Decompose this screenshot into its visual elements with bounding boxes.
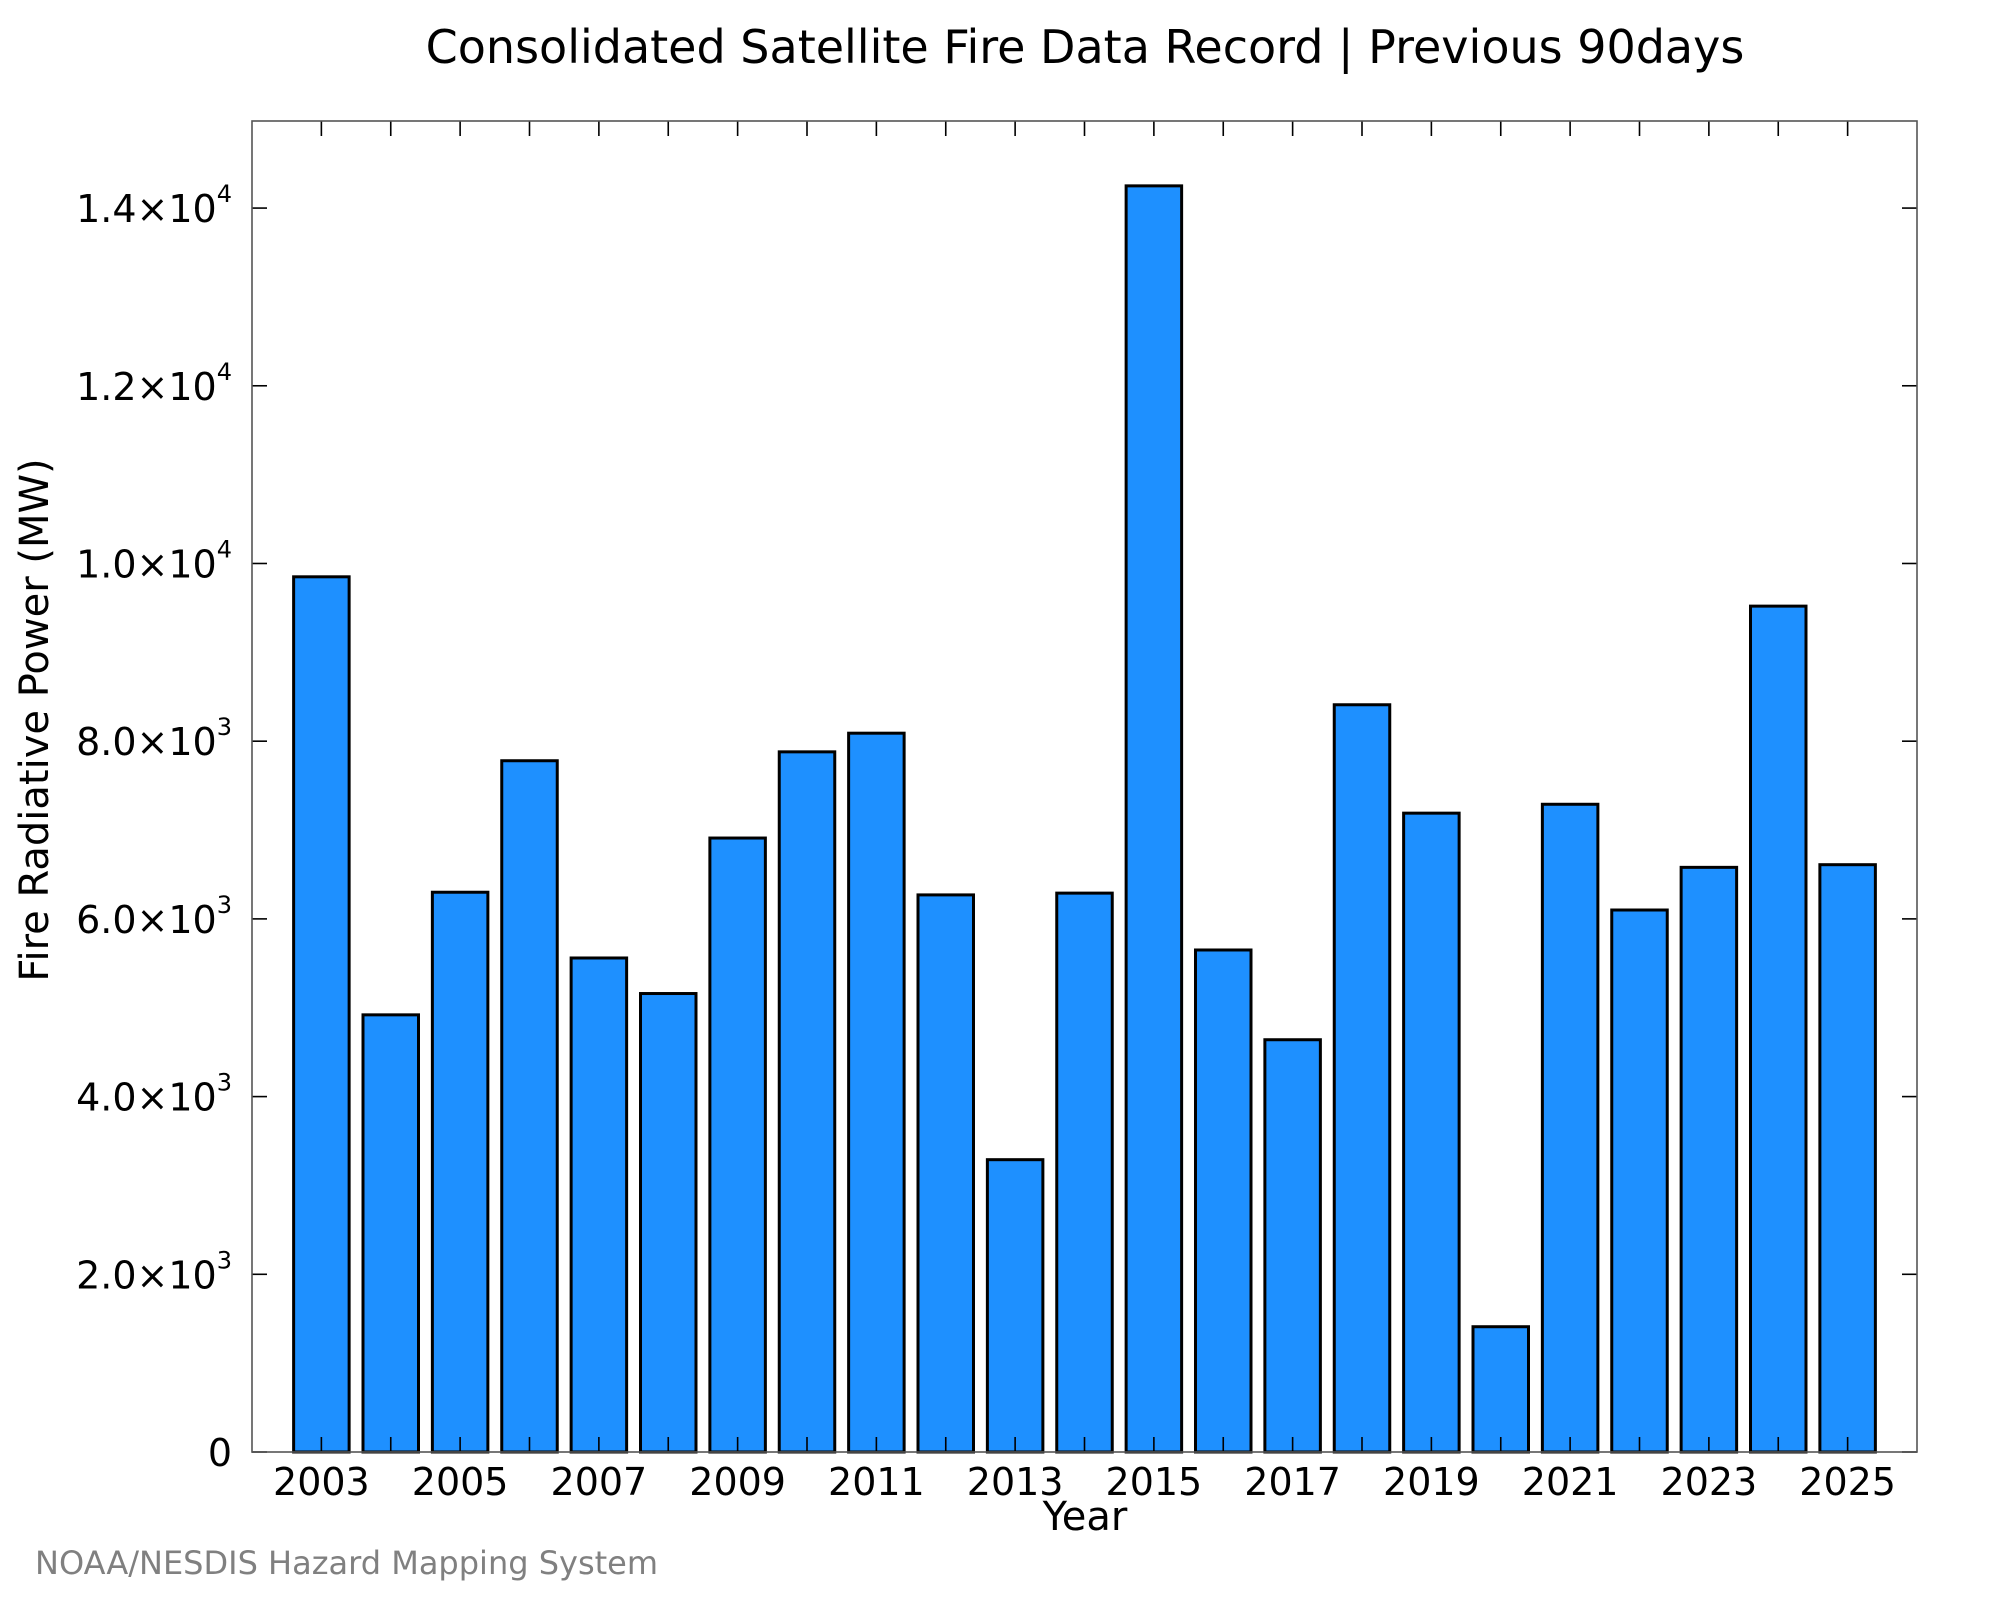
x-tick-label-2021: 2021 xyxy=(1522,1460,1619,1504)
credit-text: NOAA/NESDIS Hazard Mapping System xyxy=(35,1544,658,1582)
x-tick-labels: 2003 2005 2007 2009 2011 2013 2015 2017 2019 2021… xyxy=(273,1460,1896,1504)
y-tick-label: 4.0×103 xyxy=(76,1069,232,1120)
bar-2024 xyxy=(1749,604,1808,1454)
bar-2020 xyxy=(1471,1325,1530,1454)
bar-2014 xyxy=(1055,891,1114,1454)
bar-2010 xyxy=(777,750,837,1454)
x-tick-label-2009: 2009 xyxy=(689,1460,786,1504)
x-tick-label-2019: 2019 xyxy=(1383,1460,1480,1504)
plot-frame xyxy=(251,120,1918,1453)
x-tick-label-2017: 2017 xyxy=(1244,1460,1341,1504)
y-tick-label: 1.4×104 xyxy=(76,180,232,231)
bar-2021 xyxy=(1540,802,1600,1454)
bar-2023 xyxy=(1679,865,1739,1454)
chart-title: Consolidated Satellite Fire Data Record … xyxy=(426,20,1745,75)
bar-2019 xyxy=(1402,811,1461,1454)
bar-2013 xyxy=(985,1158,1045,1454)
y-tick-label: 1.0×104 xyxy=(76,535,232,586)
bar-2004 xyxy=(361,1013,420,1454)
x-tick-label-2025: 2025 xyxy=(1799,1460,1896,1504)
y-tick-label: 2.0×103 xyxy=(76,1246,232,1297)
y-tick-labels: 0 2.0×103 4.0×103 6.0×103 8.0×103 1.0×104 1.2×… xyxy=(76,180,232,1475)
bar-2017 xyxy=(1263,1038,1322,1454)
bar-2008 xyxy=(639,992,698,1454)
x-tick-label-2007: 2007 xyxy=(551,1460,648,1504)
x-tick-label-2003: 2003 xyxy=(273,1460,370,1504)
bar-2025 xyxy=(1818,863,1877,1454)
y-tick-label: 1.2×104 xyxy=(76,358,232,409)
bar-2015 xyxy=(1124,184,1184,1454)
x-tick-label-2005: 2005 xyxy=(412,1460,509,1504)
y-tick-label: 0 xyxy=(208,1431,232,1475)
bar-2011 xyxy=(847,731,906,1454)
y-tick-label: 6.0×103 xyxy=(76,891,232,942)
bar-2016 xyxy=(1194,948,1253,1454)
bar-2006 xyxy=(500,759,559,1454)
y-axis-label: Fire Radiative Power (MW) xyxy=(12,458,58,981)
bar-2003 xyxy=(292,575,351,1454)
bar-2005 xyxy=(430,890,490,1454)
x-tick-label-2013: 2013 xyxy=(967,1460,1064,1504)
bars xyxy=(292,184,1877,1454)
bar-2009 xyxy=(708,836,767,1454)
y-tick-label: 8.0×103 xyxy=(76,713,232,764)
x-axis-label: Year xyxy=(1042,1494,1128,1540)
bar-2012 xyxy=(916,893,975,1454)
x-tick-label-2015: 2015 xyxy=(1106,1460,1203,1504)
x-tick-label-2023: 2023 xyxy=(1661,1460,1758,1504)
bar-2007 xyxy=(569,956,629,1454)
bar-2018 xyxy=(1332,703,1392,1454)
x-tick-label-2011: 2011 xyxy=(828,1460,925,1504)
bar-2022 xyxy=(1610,908,1669,1454)
